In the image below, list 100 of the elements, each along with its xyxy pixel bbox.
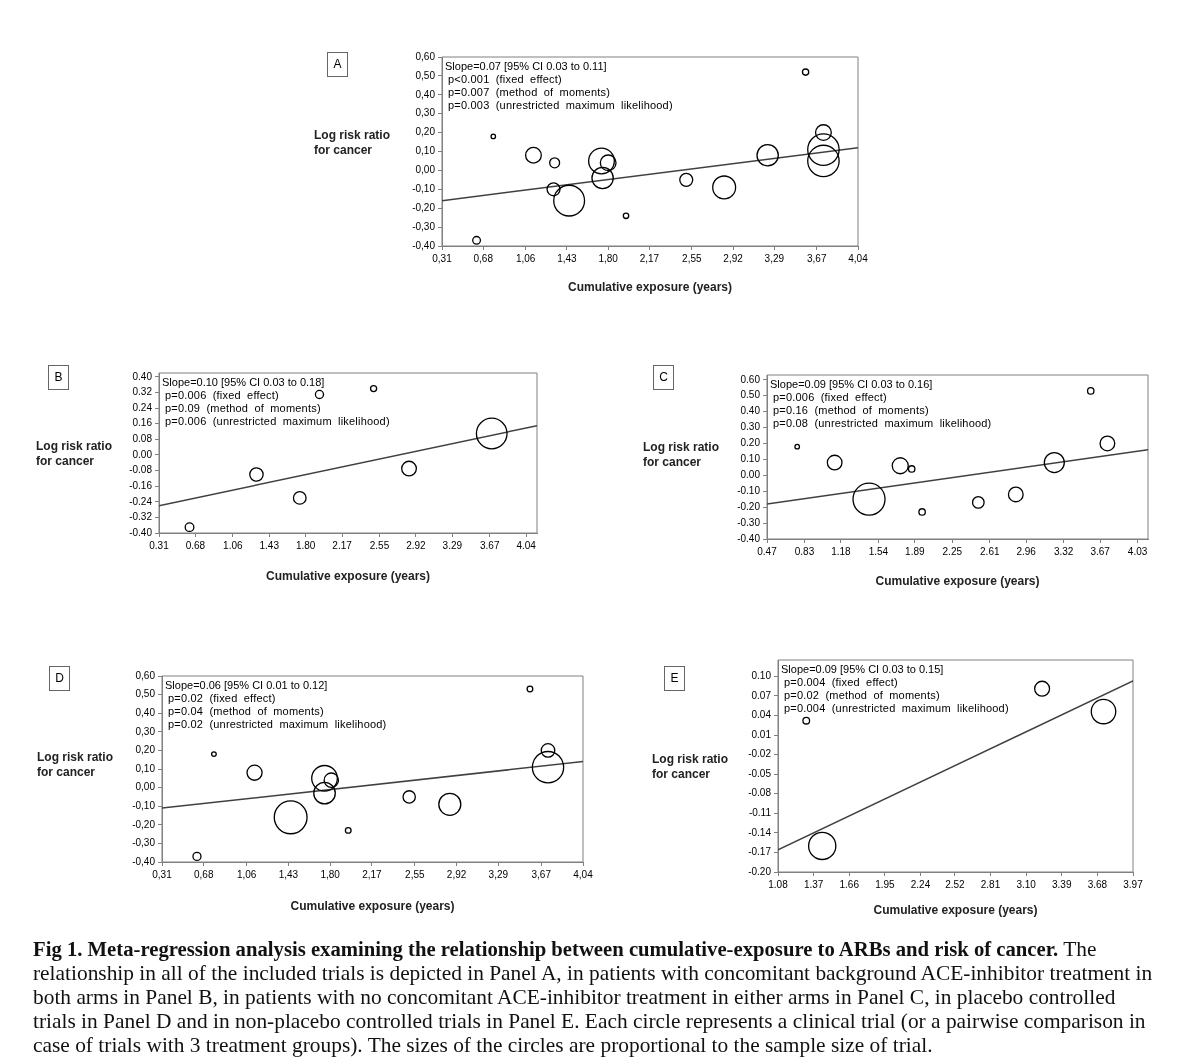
y-tick-label: -0.40 (129, 526, 153, 538)
y-tick-label: -0.05 (748, 767, 772, 779)
y-tick-label: -0.30 (737, 516, 761, 528)
x-axis-title: Cumulative exposure (years) (566, 279, 734, 295)
x-axis-title: Cumulative exposure (years) (289, 898, 456, 914)
annotation: p=0.02 (unrestricted maximum likelihood) (167, 718, 387, 731)
y-tick-label: 0.60 (740, 373, 761, 385)
y-tick-label: 0.40 (132, 370, 153, 382)
y-tick-label: -0.08 (748, 787, 772, 799)
y-tick-label: 0,00 (135, 781, 156, 793)
y-tick-label: -0.32 (129, 511, 153, 523)
y-tick-label: 0,20 (135, 744, 156, 756)
x-tick-label: 0.83 (794, 545, 815, 557)
y-axis-title: Log risk ratio for cancer (37, 750, 114, 780)
y-tick-label: 0,50 (415, 69, 436, 81)
annotation: Slope=0.10 [95% CI 0.03 to 0.18] (162, 376, 326, 389)
x-tick-label: 1.80 (295, 539, 316, 551)
y-tick-label: 0.20 (740, 437, 761, 449)
y-tick-label: -0.17 (748, 846, 772, 858)
annotation: p=0.08 (unrestricted maximum likelihood) (772, 417, 992, 430)
y-tick-label: -0,30 (132, 837, 156, 849)
x-tick-label: 1,06 (236, 868, 257, 880)
x-tick-label: 1.54 (868, 545, 889, 557)
x-tick-label: 2.52 (945, 878, 966, 890)
x-tick-label: 2.81 (980, 878, 1001, 890)
y-tick-label: -0.16 (129, 479, 153, 491)
annotation: p=0.02 (method of moments) (783, 689, 941, 702)
x-tick-label: 2.92 (406, 539, 427, 551)
x-tick-label: 4,04 (573, 868, 594, 880)
annotation: p=0.007 (method of moments) (447, 86, 612, 99)
x-tick-label: 3,29 (488, 868, 509, 880)
y-tick-label: 0.24 (132, 401, 153, 413)
x-tick-label: 0.47 (757, 545, 778, 557)
x-tick-label: 0,68 (473, 252, 494, 264)
y-tick-label: 0,60 (415, 50, 436, 62)
y-tick-label: 0,30 (415, 107, 436, 119)
x-axis-title: Cumulative exposure (years) (264, 568, 432, 584)
x-tick-label: 1.89 (905, 545, 925, 557)
x-tick-label: 2,92 (723, 252, 744, 264)
y-tick-label: 0.16 (132, 417, 153, 429)
y-tick-label: -0.14 (748, 826, 772, 838)
x-tick-label: 2.17 (332, 539, 353, 551)
x-tick-label: 1.43 (259, 539, 280, 551)
y-tick-label: -0,10 (132, 799, 156, 811)
x-tick-label: 1.06 (223, 539, 243, 551)
y-axis-title: Log risk ratio for cancer (652, 752, 729, 782)
x-tick-label: 3,67 (807, 252, 827, 264)
y-tick-label: 0.00 (740, 469, 761, 481)
annotation: p=0.006 (unrestricted maximum likelihood) (164, 415, 390, 428)
x-tick-label: 0,31 (432, 252, 453, 264)
annotation: Slope=0.06 [95% CI 0.01 to 0.12] (165, 679, 329, 692)
x-axis-title: Cumulative exposure (years) (874, 573, 1041, 589)
y-tick-label: -0.08 (129, 464, 153, 476)
y-tick-label: 0,10 (415, 145, 436, 157)
x-tick-label: 4.03 (1127, 545, 1148, 557)
y-tick-label: -0.40 (737, 532, 761, 544)
x-tick-label: 3.67 (1090, 545, 1111, 557)
y-tick-label: -0.11 (748, 807, 772, 819)
y-axis-title: Log risk ratio for cancer (643, 440, 720, 470)
x-tick-label: 1,43 (557, 252, 578, 264)
annotation: p=0.003 (unrestricted maximum likelihood) (447, 99, 673, 112)
x-tick-label: 4.04 (516, 539, 537, 551)
x-tick-label: 3.97 (1123, 878, 1144, 890)
x-tick-label: 0.31 (149, 539, 170, 551)
annotation: Slope=0.09 [95% CI 0.03 to 0.16] (770, 378, 934, 391)
x-tick-label: 1,06 (515, 252, 536, 264)
x-tick-label: 2,55 (682, 252, 702, 264)
x-tick-label: 1,43 (278, 868, 299, 880)
y-tick-label: -0,20 (412, 201, 436, 213)
y-tick-label: -0,40 (412, 239, 436, 251)
y-tick-label: -0.24 (129, 495, 153, 507)
y-tick-label: 0,60 (135, 669, 156, 681)
y-tick-label: 0,40 (415, 88, 436, 100)
y-tick-label: 0.00 (132, 448, 153, 460)
y-tick-label: -0,20 (132, 818, 156, 830)
y-tick-label: 0.32 (132, 386, 153, 398)
x-tick-label: 0,68 (194, 868, 214, 880)
x-tick-label: 1.37 (803, 878, 824, 890)
annotation: p=0.006 (fixed effect) (164, 389, 280, 402)
y-tick-label: -0.02 (748, 748, 772, 760)
text: Fig 1. Meta-regression analysis examining the relationship between cumulative-exposure to ARBs and risk of cancer. (33, 938, 1059, 960)
x-tick-label: 3.10 (1016, 878, 1037, 890)
y-axis-title: Log risk ratio for cancer (36, 439, 113, 469)
x-tick-label: 3.39 (1052, 878, 1072, 890)
y-tick-label: 0,40 (135, 706, 156, 718)
x-tick-label: 1.18 (831, 545, 852, 557)
x-tick-label: 1.66 (839, 878, 860, 890)
y-tick-label: 0.08 (132, 433, 153, 445)
x-tick-label: 2.55 (369, 539, 390, 551)
x-tick-label: 1,80 (320, 868, 341, 880)
annotation: p=0.16 (method of moments) (772, 404, 930, 417)
annotation: Slope=0.09 [95% CI 0.03 to 0.15] (781, 663, 945, 676)
annotation: p=0.04 (method of moments) (167, 705, 325, 718)
x-tick-label: 3.29 (442, 539, 463, 551)
x-tick-label: 2.25 (942, 545, 963, 557)
y-tick-label: 0.50 (740, 389, 761, 401)
x-tick-label: 4,04 (848, 252, 869, 264)
x-tick-label: 3,67 (531, 868, 552, 880)
y-tick-label: 0.40 (740, 405, 761, 417)
y-tick-label: 0,10 (135, 762, 156, 774)
